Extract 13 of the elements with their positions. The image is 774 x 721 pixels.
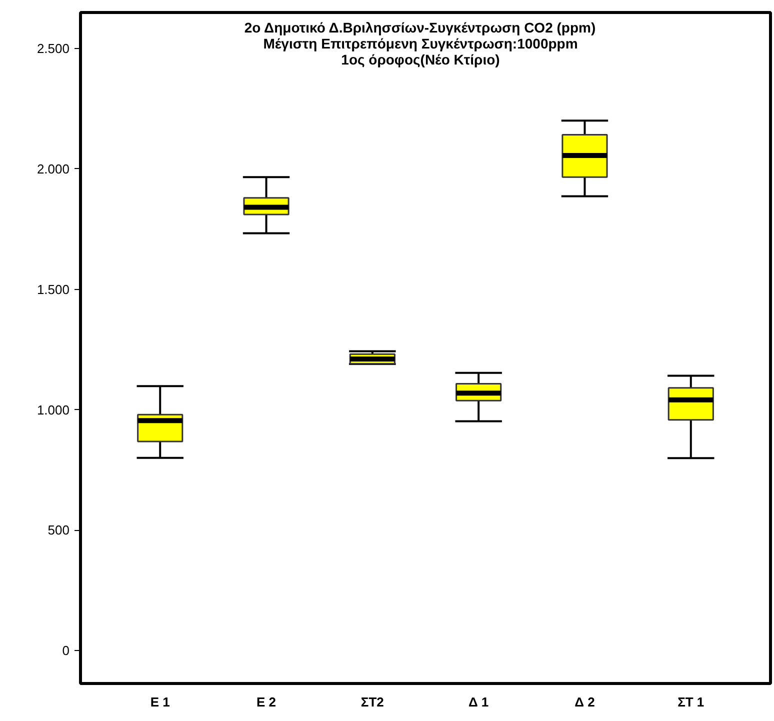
x-tick-label: Δ 2 — [574, 694, 595, 710]
y-tick-label: 500 — [48, 522, 70, 538]
y-tick-label: 1.500 — [36, 282, 70, 297]
x-tick-label: ΣΤ 1 — [678, 694, 704, 710]
x-tick-label: Δ 1 — [468, 694, 489, 710]
x-tick-label: Ε 2 — [256, 694, 276, 710]
text: 2ο Δημοτικό Δ.Βριλησσίων-Συγκέντρωση CO2 (ppm) Μέγιστη Επιτρεπόμενη Συγκέντρωση:1000ppm 1ος όροφος(Νέο Κτίριο) — [244, 20, 596, 68]
y-tick-label: 2.500 — [36, 41, 70, 56]
y-tick-label: 1.000 — [36, 402, 70, 418]
x-tick-label: ΣΤ2 — [360, 694, 384, 710]
y-tick-label: 2.000 — [36, 161, 70, 176]
x-tick-label: Ε 1 — [150, 694, 170, 710]
y-tick-label: 0 — [62, 643, 70, 658]
